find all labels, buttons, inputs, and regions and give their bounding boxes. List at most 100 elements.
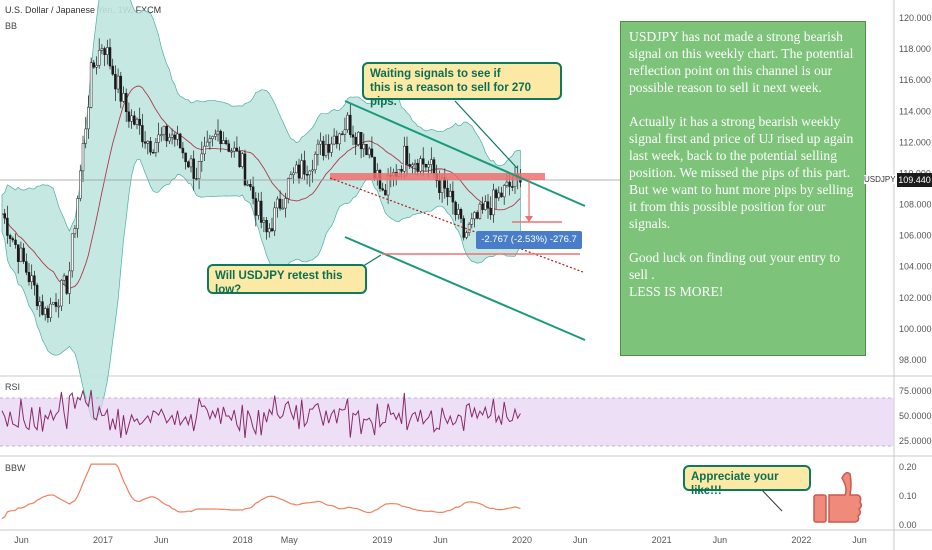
candle-body (219, 130, 222, 145)
appreciate-like-callout: Appreciate your like!!! (683, 465, 811, 497)
channel-upper-line (344, 100, 586, 207)
candle-body (108, 47, 112, 67)
candle-body (143, 141, 147, 144)
candle-body (489, 208, 492, 216)
candle-body (416, 162, 420, 172)
candle-body (284, 198, 287, 209)
candle-body (340, 133, 344, 136)
candle-body (6, 217, 9, 236)
candle-body (338, 133, 341, 145)
candle-body (278, 198, 282, 209)
candle-body (181, 147, 185, 154)
analysis-note: USDJPY has not made a strong bearish sig… (620, 21, 866, 356)
candle-body (68, 270, 71, 294)
target-arrow-head (525, 216, 533, 222)
candle-body (346, 114, 349, 131)
candle-body (270, 228, 274, 232)
candle-body (95, 65, 98, 68)
candle-body (481, 203, 484, 210)
bb-indicator-label: BB (5, 21, 17, 31)
candle-body (243, 153, 247, 186)
candle-body (214, 133, 217, 137)
candle-body (430, 159, 433, 165)
candle-body (205, 141, 209, 147)
price-tick-label: 98.000 (899, 355, 927, 365)
thumbs-up-icon (813, 471, 863, 523)
candle-body (62, 275, 66, 281)
candle-body (446, 187, 449, 198)
candle-body (216, 130, 220, 135)
time-tick-label: 2019 (372, 535, 392, 545)
price-tick-label: 114.000 (899, 106, 931, 116)
symbol-change-tag: USDJPY -1.93% (864, 175, 923, 184)
bbw-y-axis: 0.20 0.10 0.00 (899, 462, 917, 530)
candle-body (146, 141, 150, 144)
candle-body (470, 218, 474, 225)
measure-label: -2.767 (-2.53%) -276.7 (476, 231, 582, 249)
candle-body (79, 170, 82, 199)
candle-body (427, 164, 430, 168)
candle-body (52, 302, 55, 305)
waiting-signals-callout: Waiting signals to see if this is a reas… (362, 62, 562, 108)
time-tick-label: 2020 (512, 535, 532, 545)
candle-body (424, 163, 428, 168)
rsi-y-axis: 75.0000 50.0000 25.0000 (899, 386, 932, 446)
candle-body (130, 115, 133, 122)
price-tick-label: 116.000 (899, 75, 931, 85)
candle-body (203, 145, 206, 155)
price-tick-label: 118.000 (899, 44, 931, 54)
candle-body (157, 134, 160, 143)
time-tick-label: 2021 (652, 535, 672, 545)
candle-body (273, 207, 276, 232)
candle-body (257, 200, 260, 216)
candle-body (500, 192, 503, 198)
candle-body (508, 181, 511, 187)
last-price-tag: 109.440 (897, 173, 932, 187)
candle-body (494, 189, 498, 199)
price-tick-label: 106.000 (899, 231, 932, 241)
candle-body (114, 73, 117, 90)
price-tick-label: 102.000 (899, 293, 932, 303)
candle-body (311, 169, 314, 172)
candle-body (162, 125, 166, 136)
candle-body (133, 115, 136, 125)
bbw-tick-label: 0.10 (899, 491, 917, 501)
price-candles (3, 38, 522, 323)
candle-body (76, 198, 79, 229)
candle-body (332, 135, 336, 145)
candle-body (505, 181, 509, 186)
candle-body (303, 160, 306, 175)
candle-body (308, 170, 312, 176)
candle-body (54, 302, 58, 307)
candle-body (43, 308, 47, 315)
candle-body (249, 184, 252, 188)
candle-body (238, 150, 241, 168)
candle-body (151, 151, 155, 154)
candle-body (451, 190, 455, 203)
candle-body (195, 178, 198, 180)
candle-body (106, 47, 109, 55)
candle-body (154, 142, 158, 153)
candle-body (230, 150, 233, 153)
candle-body (60, 280, 63, 307)
candle-body (403, 145, 406, 172)
candle-body (57, 305, 60, 308)
candle-body (502, 185, 506, 198)
candle-body (438, 180, 441, 193)
candle-body (405, 145, 409, 165)
candle-body (127, 111, 131, 122)
candle-body (349, 114, 352, 135)
candle-body (276, 198, 279, 209)
candle-body (300, 160, 303, 179)
candle-body (65, 275, 69, 294)
candle-body (313, 153, 317, 171)
candle-body (478, 203, 482, 219)
candle-body (335, 135, 339, 145)
candle-body (87, 107, 90, 130)
candle-body (16, 244, 20, 262)
waiting-callout-pointer (454, 100, 518, 169)
candle-body (170, 134, 174, 138)
candle-body (381, 188, 384, 191)
candle-body (168, 137, 171, 142)
candle-body (292, 172, 295, 175)
